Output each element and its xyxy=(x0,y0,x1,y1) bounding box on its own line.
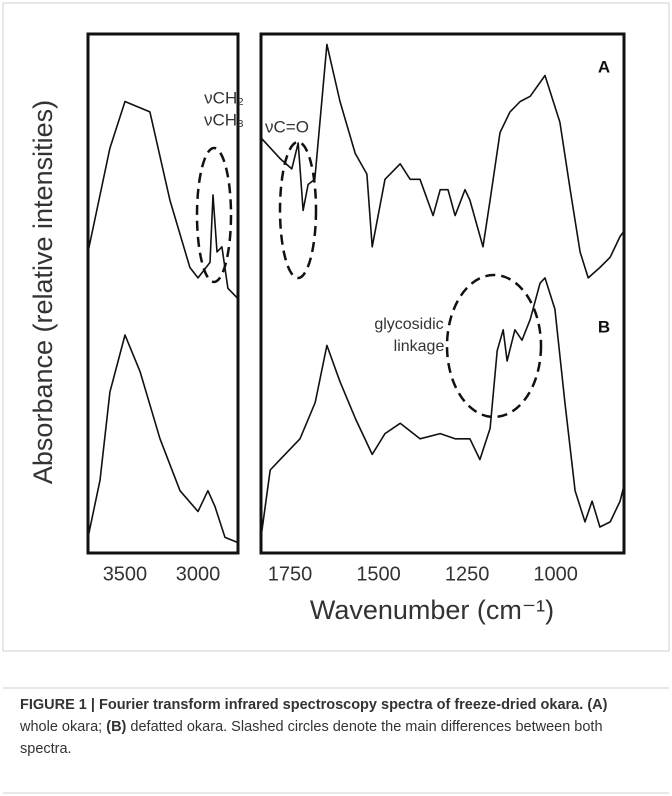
x-tick-label: 1000 xyxy=(533,563,578,585)
x-tick-label: 1250 xyxy=(445,563,490,585)
spectrum-line xyxy=(260,43,625,279)
figure-frame xyxy=(2,2,670,652)
series-label: B xyxy=(598,317,610,336)
caption-text: FIGURE 1 | Fourier transform infrared sp… xyxy=(20,697,584,713)
annotation: νC=O xyxy=(265,117,309,136)
spectrum-line xyxy=(87,334,239,544)
x-axis-label: Wavenumber (cm⁻¹) xyxy=(310,595,554,625)
spectrum-line xyxy=(260,277,625,538)
highlight-ellipse xyxy=(195,146,233,284)
caption-text: whole okara; xyxy=(20,719,103,735)
x-tick-label: 1500 xyxy=(356,563,401,585)
series-label: A xyxy=(598,57,610,76)
caption: FIGURE 1 | Fourier transform infrared sp… xyxy=(20,694,645,760)
highlight-ellipse xyxy=(445,273,543,419)
panel-frame xyxy=(86,32,240,555)
annotation: linkage xyxy=(394,338,445,355)
annotation: νCH₃ xyxy=(204,110,244,129)
caption-text: (A) xyxy=(587,697,608,713)
annotation: glycosidic xyxy=(374,316,443,333)
caption-text: defatted okara. Slashed circles denote t… xyxy=(20,719,603,757)
annotation: νCH₂ xyxy=(204,88,244,107)
panel-frame xyxy=(259,32,626,555)
y-axis-label: Absorbance (relative intensities) xyxy=(28,100,58,484)
x-tick-label: 1750 xyxy=(268,563,313,585)
caption-text: (B) xyxy=(106,719,127,735)
x-tick-label: 3000 xyxy=(176,563,221,585)
x-tick-label: 3500 xyxy=(103,563,148,585)
highlight-ellipse xyxy=(278,140,318,280)
spectrum-line xyxy=(87,100,239,300)
